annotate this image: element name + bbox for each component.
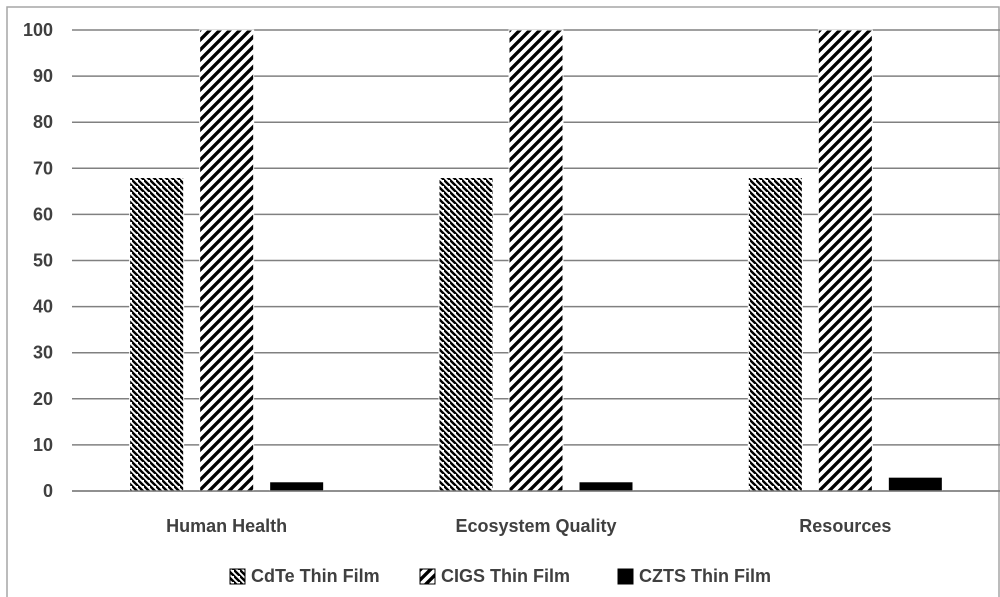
- legend-label: CIGS Thin Film: [441, 566, 570, 586]
- legend-swatch-czts-thin-film: [617, 568, 634, 585]
- legend-swatch-cigs-thin-film: [419, 568, 436, 585]
- bar-cigs-thin-film: [199, 29, 255, 492]
- bar-cdte-thin-film: [438, 177, 494, 492]
- y-tick-label: 10: [33, 435, 53, 455]
- x-category-label: Human Health: [166, 516, 287, 536]
- x-axis-categories: Human Health Ecosystem Quality Resources: [166, 516, 891, 536]
- y-tick-label: 40: [33, 297, 53, 317]
- bar-cigs-thin-film: [508, 29, 564, 492]
- y-tick-label: 70: [33, 158, 53, 178]
- bars: [72, 29, 1000, 492]
- y-axis-ticks: 0 10 20 30 40 50 60 70 80 90 100: [23, 20, 53, 501]
- y-tick-label: 100: [23, 20, 53, 40]
- x-category-label: Ecosystem Quality: [455, 516, 616, 536]
- legend-label: CdTe Thin Film: [251, 566, 380, 586]
- bar-cdte-thin-film: [129, 177, 185, 492]
- y-tick-label: 90: [33, 66, 53, 86]
- y-tick-label: 60: [33, 204, 53, 224]
- y-tick-label: 0: [43, 481, 53, 501]
- legend-label: CZTS Thin Film: [639, 566, 771, 586]
- plot-frame: [6, 6, 1000, 597]
- legend: CdTe Thin Film CIGS Thin Film CZTS Thin Fi…: [229, 566, 771, 586]
- y-tick-label: 20: [33, 389, 53, 409]
- y-tick-label: 80: [33, 112, 53, 132]
- bar-cigs-thin-film: [817, 29, 873, 492]
- bar-czts-thin-film: [887, 476, 943, 492]
- bar-cdte-thin-film: [747, 177, 803, 492]
- legend-swatch-cdte-thin-film: [229, 568, 246, 585]
- bar-czts-thin-film: [578, 481, 634, 492]
- y-tick-label: 30: [33, 343, 53, 363]
- bar-czts-thin-film: [269, 481, 325, 492]
- x-category-label: Resources: [799, 516, 891, 536]
- y-tick-label: 50: [33, 251, 53, 271]
